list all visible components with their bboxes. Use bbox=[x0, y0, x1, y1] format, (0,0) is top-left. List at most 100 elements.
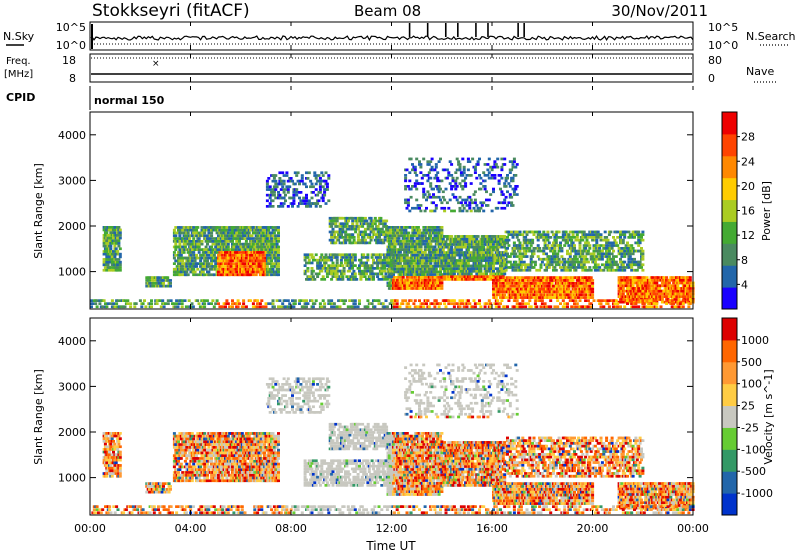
power-cell bbox=[412, 231, 416, 235]
power-cell bbox=[195, 265, 198, 268]
power-cell bbox=[585, 290, 589, 294]
power-cell bbox=[345, 238, 349, 242]
power-cell bbox=[207, 251, 211, 254]
power-cell bbox=[592, 236, 596, 239]
power-cell bbox=[575, 260, 579, 264]
power-cell bbox=[275, 242, 279, 246]
power-cell bbox=[277, 267, 280, 271]
power-cell bbox=[447, 253, 451, 257]
cpid-label: CPID bbox=[6, 91, 35, 104]
power-cell bbox=[539, 293, 543, 297]
power-cell bbox=[591, 296, 595, 299]
power-cell bbox=[221, 305, 225, 309]
power-cell bbox=[568, 255, 572, 258]
power-cell bbox=[506, 236, 509, 239]
power-cell bbox=[649, 284, 653, 288]
power-cell bbox=[584, 247, 588, 250]
power-cell bbox=[217, 226, 220, 229]
power-cell bbox=[531, 230, 535, 234]
power-cell bbox=[652, 295, 656, 298]
power-cell bbox=[95, 299, 99, 302]
power-cell bbox=[637, 289, 641, 293]
power-cell bbox=[591, 233, 595, 236]
power-cell bbox=[635, 268, 639, 272]
power-cell bbox=[595, 241, 599, 245]
power-cell bbox=[507, 238, 511, 242]
power-cell bbox=[564, 230, 568, 234]
power-cell bbox=[200, 240, 204, 243]
power-cell bbox=[265, 179, 269, 183]
power-cell bbox=[539, 263, 543, 267]
power-cell bbox=[425, 228, 429, 232]
power-cell bbox=[256, 299, 260, 302]
power-cell bbox=[550, 247, 554, 250]
power-cell bbox=[300, 177, 304, 180]
power-cell bbox=[510, 284, 514, 288]
power-cell bbox=[410, 278, 413, 282]
power-cell bbox=[490, 272, 494, 276]
power-cell bbox=[455, 245, 459, 249]
power-cell bbox=[231, 305, 234, 309]
power-cell bbox=[102, 244, 106, 248]
power-cell bbox=[200, 242, 204, 246]
power-cell bbox=[265, 253, 269, 257]
power-cell bbox=[108, 239, 111, 243]
power-cell bbox=[91, 302, 95, 305]
power-cell bbox=[627, 230, 631, 234]
power-cell bbox=[574, 266, 578, 269]
power-cell bbox=[90, 299, 93, 302]
power-cell bbox=[105, 239, 109, 243]
power-cell bbox=[512, 241, 516, 245]
power-cell bbox=[116, 263, 120, 267]
power-cell bbox=[539, 236, 543, 239]
power-cell bbox=[238, 231, 241, 235]
power-cell bbox=[203, 231, 207, 235]
nsearch-tick-bottom: 10^0 bbox=[708, 39, 738, 52]
power-cell bbox=[511, 236, 515, 239]
power-cell bbox=[425, 276, 429, 279]
power-cell bbox=[229, 273, 233, 277]
power-cell bbox=[224, 265, 227, 268]
power-cell bbox=[581, 255, 585, 258]
power-cell bbox=[215, 251, 219, 254]
power-cell bbox=[628, 236, 632, 239]
power-cell bbox=[518, 255, 522, 258]
power-cell bbox=[681, 289, 685, 293]
freq-label-1: Freq. bbox=[6, 56, 31, 67]
power-cell bbox=[363, 238, 367, 242]
power-cell bbox=[226, 242, 230, 246]
power-cell bbox=[190, 259, 194, 263]
power-cell bbox=[380, 227, 384, 231]
power-cell bbox=[155, 302, 159, 305]
power-cell bbox=[549, 287, 553, 291]
power-cell bbox=[192, 226, 196, 229]
power-cell bbox=[267, 228, 271, 232]
power-cell bbox=[633, 260, 636, 264]
power-cell bbox=[94, 302, 98, 305]
power-cell bbox=[102, 239, 106, 243]
power-cell bbox=[483, 278, 487, 281]
freq-label-2: [MHz] bbox=[4, 69, 33, 80]
power-cell bbox=[521, 263, 525, 267]
power-cell bbox=[432, 239, 436, 243]
power-cell bbox=[196, 299, 200, 302]
power-cell bbox=[197, 251, 201, 254]
power-cell bbox=[522, 247, 526, 250]
power-cell bbox=[655, 281, 659, 285]
power-cell bbox=[277, 262, 280, 265]
power-cell bbox=[210, 234, 214, 238]
power-cell bbox=[129, 305, 133, 309]
power-cell bbox=[229, 262, 233, 265]
power-cell bbox=[441, 264, 445, 268]
power-cell bbox=[640, 295, 643, 298]
nsearch-label: N.Search bbox=[746, 30, 796, 43]
power-cell bbox=[514, 266, 518, 269]
power-cell bbox=[365, 219, 369, 223]
power-cell bbox=[425, 284, 429, 287]
power-cell bbox=[623, 266, 627, 269]
power-cell bbox=[660, 295, 664, 298]
power-cell bbox=[271, 299, 275, 302]
power-cell bbox=[466, 267, 470, 270]
power-cell bbox=[591, 290, 595, 294]
power-cell bbox=[90, 305, 93, 309]
